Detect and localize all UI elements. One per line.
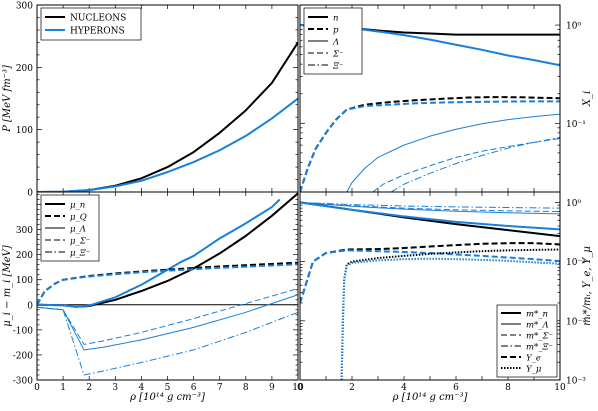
- series-line-bottom-left-6: [37, 288, 298, 345]
- series-line-top-right-4: [346, 113, 560, 192]
- axes-frame: [299, 191, 561, 381]
- series-line-bottom-right-7: [340, 248, 560, 380]
- x-tick-label: 9: [269, 383, 275, 393]
- y-axis-title: μ_i − m_i [MeV]: [2, 245, 13, 327]
- legend-label: μ_Σ⁻: [70, 237, 90, 247]
- legend-label: m*_Λ: [526, 321, 549, 331]
- y-tick-label: 200: [16, 251, 33, 261]
- y-tick-label: 200: [16, 64, 33, 74]
- x-tick-label: 3: [112, 383, 118, 393]
- series-line-bottom-right-3: [300, 201, 560, 213]
- x-tick-label: 4: [401, 383, 407, 393]
- y-tick-label: 0: [27, 189, 33, 199]
- y-tick-label: -100: [13, 326, 33, 336]
- series-line-top-left-0: [37, 41, 298, 192]
- series-line-top-right-5: [372, 138, 560, 192]
- y-tick-label: 100: [16, 276, 33, 286]
- series-line-bottom-left-7: [37, 306, 298, 376]
- x-tick-label: 2: [349, 383, 355, 393]
- y-axis-title: X_i: [582, 91, 593, 107]
- series-line-top-right-6: [390, 136, 560, 192]
- legend-label: μ_Λ: [70, 225, 86, 235]
- x-tick-label: 5: [165, 383, 171, 393]
- legend-box: [496, 304, 558, 378]
- series-line-bottom-left-5: [37, 294, 298, 351]
- legend-label: NUCLEONS: [70, 14, 126, 24]
- legend-label: Y_e: [526, 354, 541, 364]
- x-tick-label: 10: [292, 383, 304, 393]
- x-tick-label: 8: [505, 383, 511, 393]
- y-tick-label: -200: [13, 351, 33, 361]
- y-tick-label: 300: [16, 2, 33, 12]
- y-tick-label: 10⁻¹: [566, 258, 586, 268]
- y-tick-label: 300: [16, 226, 33, 236]
- y-tick-label: 100: [16, 126, 33, 136]
- y-tick-label: 10⁰: [566, 199, 581, 209]
- series-line-bottom-right-4: [300, 201, 560, 209]
- series-line-top-left-1: [37, 97, 298, 192]
- x-tick-label: 8: [243, 383, 249, 393]
- y-tick-label: 10⁻²: [566, 317, 586, 327]
- series-line-bottom-left-4: [37, 263, 298, 306]
- y-tick-label: 10⁻¹: [566, 120, 586, 130]
- series-line-bottom-right-1: [300, 201, 560, 231]
- series-line-bottom-right-2: [300, 201, 560, 215]
- legend-box: [40, 7, 142, 41]
- legend-label: HYPERONS: [70, 27, 125, 37]
- legend-label: μ_Q: [70, 213, 87, 223]
- legend-label: μ_Ξ⁻: [70, 249, 90, 259]
- legend-label: μ_n: [70, 201, 85, 211]
- x-tick-label: 7: [217, 383, 223, 393]
- series-line-bottom-left-2: [37, 198, 281, 308]
- x-tick-label: 1: [60, 383, 66, 393]
- legend-label: Y_μ: [526, 365, 542, 375]
- x-tick-label: 0: [297, 383, 303, 393]
- series-line-bottom-right-6: [300, 249, 560, 304]
- x-axis-title: ρ [10¹⁴ g cm⁻³]: [392, 392, 468, 403]
- legend-label: Σ⁻: [332, 50, 344, 60]
- legend-label: Λ: [332, 38, 339, 48]
- x-tick-label: 6: [191, 383, 197, 393]
- series-line-bottom-right-8: [340, 257, 560, 380]
- y-axis-title: mᵢ*/mᵢ, Y_e, Y_μ: [582, 246, 593, 326]
- x-tick-label: 10: [554, 383, 566, 393]
- legend-label: n: [333, 14, 338, 24]
- x-axis-title: ρ [10¹⁴ g cm⁻³]: [129, 392, 205, 403]
- y-tick-label: 10⁻³: [566, 377, 586, 387]
- y-tick-label: 10⁰: [566, 22, 581, 32]
- y-axis-title: P [MeV fm⁻³]: [2, 65, 13, 133]
- legend-label: m*_Σ⁻: [526, 332, 553, 342]
- legend-label: Ξ⁻: [332, 62, 343, 72]
- series-line-top-right-3: [300, 100, 560, 192]
- x-tick-label: 6: [453, 383, 459, 393]
- legend-label: p: [333, 26, 339, 36]
- x-tick-label: 4: [139, 383, 145, 393]
- axes-frame: [36, 191, 299, 381]
- y-tick-label: -300: [13, 377, 33, 387]
- legend-label: m*_Ξ⁻: [526, 343, 553, 353]
- x-tick-label: 0: [34, 383, 40, 393]
- y-tick-label: 0: [27, 301, 33, 311]
- legend-label: m*_n: [526, 310, 548, 320]
- x-tick-label: 2: [86, 383, 92, 393]
